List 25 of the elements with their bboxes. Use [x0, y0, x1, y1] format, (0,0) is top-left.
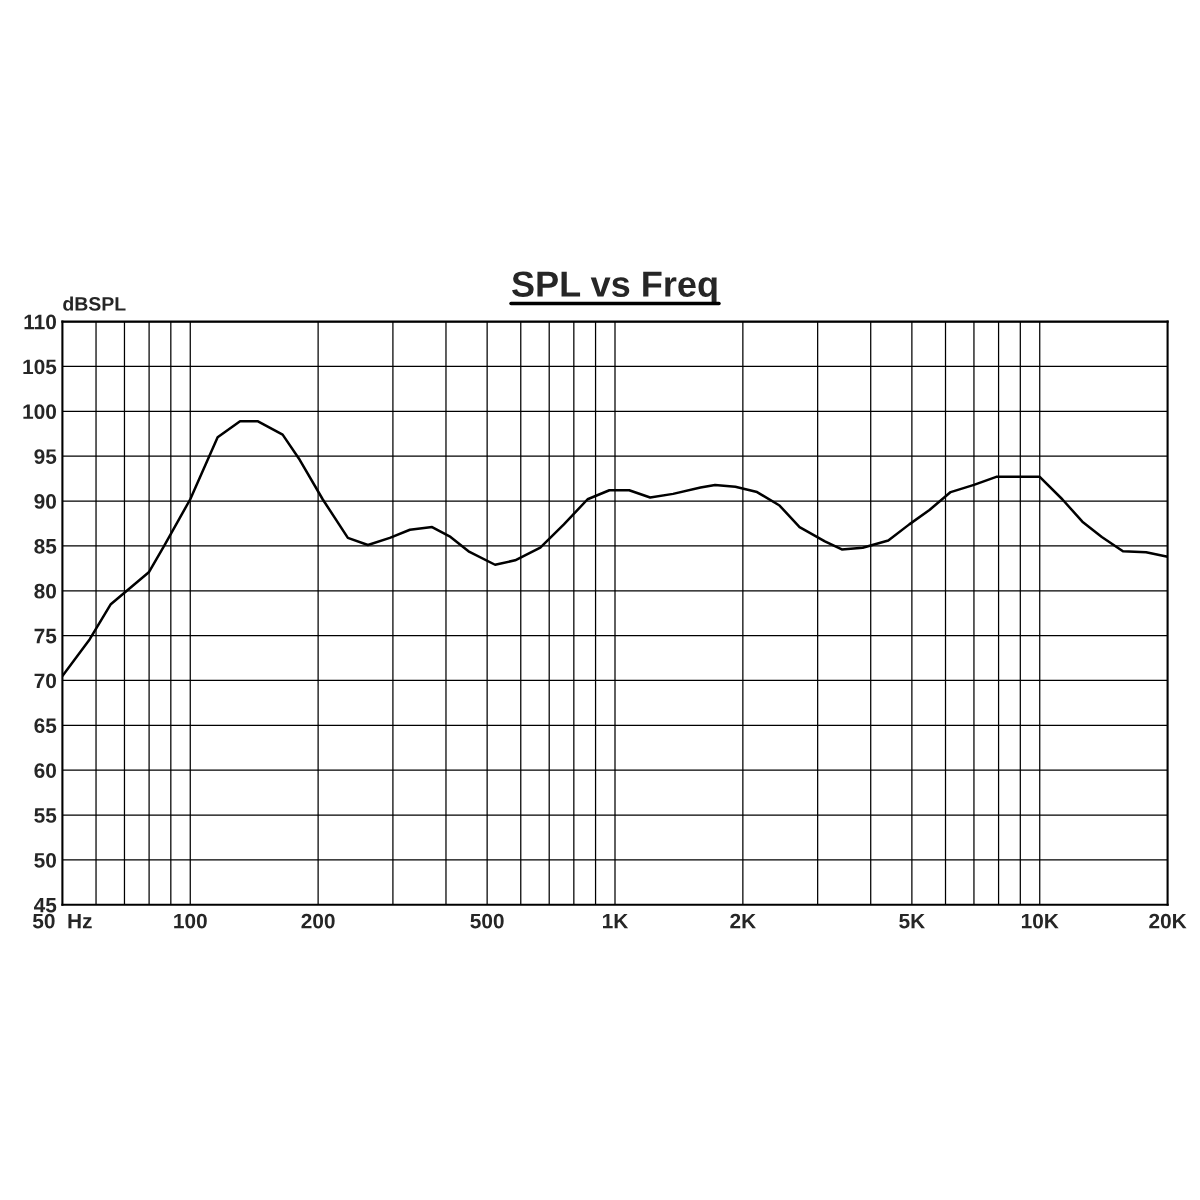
chart-title: SPL vs Freq [512, 271, 717, 305]
y-tick-label: 65 [34, 718, 57, 734]
x-tick-label: 5K [899, 913, 926, 929]
y-tick-label: 75 [34, 628, 57, 644]
x-tick-label: 50 Hz [32, 913, 92, 929]
x-tick-label: 500 [470, 913, 504, 929]
y-tick-label: 95 [34, 449, 57, 464]
y-tick-label: 90 [34, 494, 56, 509]
y-tick-label: 85 [34, 538, 57, 554]
x-tick-label: 1K [603, 913, 629, 929]
x-tick-label: 2K [730, 913, 756, 929]
y-tick-label: 45 [33, 898, 57, 913]
y-tick-label: 60 [34, 763, 56, 778]
x-tick-label: 10K [1021, 913, 1059, 929]
x-tick-label: 200 [301, 913, 335, 929]
y-axis-title: dBSPL [63, 296, 126, 311]
x-tick-label: 100 [174, 913, 207, 929]
y-tick-label: 80 [34, 583, 56, 599]
y-tick-label: 50 [34, 852, 56, 868]
x-tick-label: 20K [1149, 913, 1187, 929]
y-tick-label: 100 [23, 404, 56, 420]
y-tick-label: 105 [23, 359, 57, 375]
y-tick-label: 55 [34, 808, 57, 823]
y-tick-label: 110 [24, 314, 56, 330]
y-tick-label: 70 [34, 673, 56, 689]
